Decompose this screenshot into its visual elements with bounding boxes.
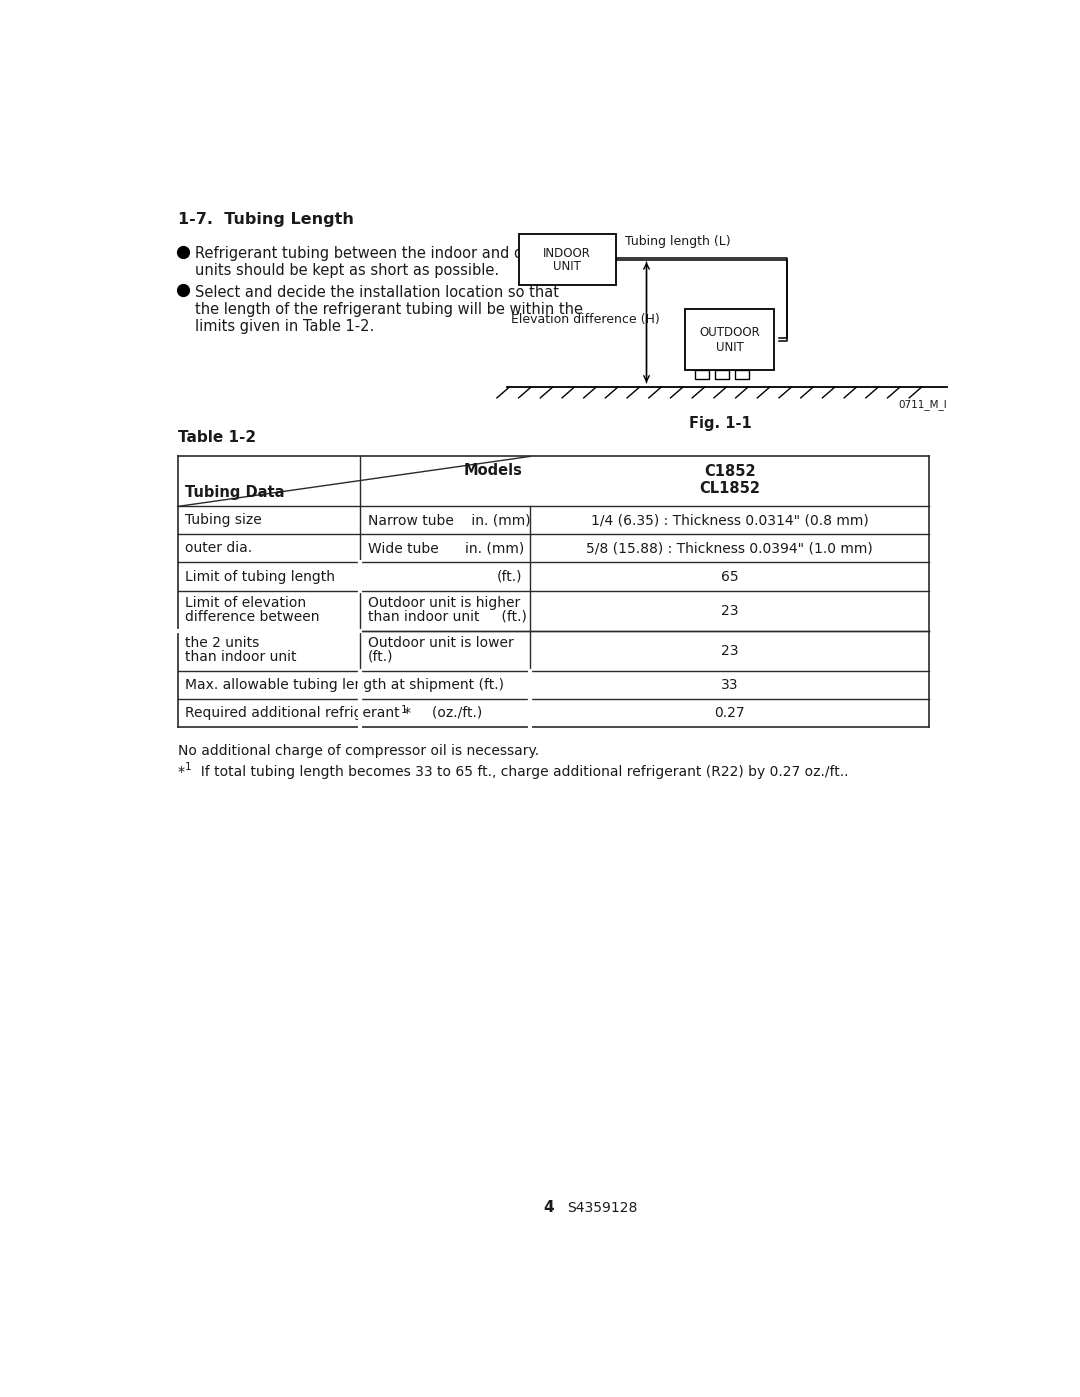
Text: than indoor unit: than indoor unit bbox=[186, 650, 297, 664]
Text: *: * bbox=[177, 766, 185, 780]
Text: Outdoor unit is higher: Outdoor unit is higher bbox=[367, 595, 519, 609]
Text: than indoor unit     (ft.): than indoor unit (ft.) bbox=[367, 609, 526, 623]
Text: S4359128: S4359128 bbox=[567, 1201, 638, 1215]
Text: 23: 23 bbox=[721, 604, 739, 617]
Text: Narrow tube    in. (mm): Narrow tube in. (mm) bbox=[367, 513, 530, 527]
Text: difference between: difference between bbox=[186, 609, 320, 623]
Text: Required additional refrigerant *: Required additional refrigerant * bbox=[186, 705, 411, 719]
Text: (ft.): (ft.) bbox=[367, 650, 393, 664]
Text: 1: 1 bbox=[401, 704, 407, 715]
Bar bbox=[734, 370, 748, 380]
Text: OUTDOOR: OUTDOOR bbox=[700, 326, 760, 339]
Text: 0711_M_I: 0711_M_I bbox=[899, 398, 947, 409]
Text: Max. allowable tubing length at shipment (ft.): Max. allowable tubing length at shipment… bbox=[186, 678, 504, 692]
Text: Wide tube      in. (mm): Wide tube in. (mm) bbox=[367, 541, 524, 555]
Text: INDOOR: INDOOR bbox=[543, 247, 591, 260]
Text: 1/4 (6.35) : Thickness 0.0314" (0.8 mm): 1/4 (6.35) : Thickness 0.0314" (0.8 mm) bbox=[591, 513, 868, 527]
Text: (ft.): (ft.) bbox=[497, 570, 523, 584]
Text: 4: 4 bbox=[543, 1200, 554, 1215]
Bar bbox=[518, 233, 616, 285]
Text: Refrigerant tubing between the indoor and outdoor: Refrigerant tubing between the indoor an… bbox=[194, 246, 571, 261]
Text: 0.27: 0.27 bbox=[715, 705, 745, 719]
Text: 65: 65 bbox=[721, 570, 739, 584]
Text: UNIT: UNIT bbox=[553, 260, 581, 274]
Text: C1852: C1852 bbox=[704, 464, 756, 479]
Text: CL1852: CL1852 bbox=[700, 481, 760, 496]
Text: Select and decide the installation location so that: Select and decide the installation locat… bbox=[194, 285, 558, 300]
Text: Fig. 1-1: Fig. 1-1 bbox=[689, 415, 752, 430]
Bar bbox=[715, 370, 729, 380]
Text: 23: 23 bbox=[721, 644, 739, 658]
Bar bbox=[685, 309, 774, 370]
Text: 1-7.  Tubing Length: 1-7. Tubing Length bbox=[177, 212, 353, 228]
Text: 33: 33 bbox=[721, 678, 739, 692]
Text: outer dia.: outer dia. bbox=[186, 541, 253, 555]
Text: Tubing size: Tubing size bbox=[186, 513, 262, 527]
Text: Tubing length (L): Tubing length (L) bbox=[625, 236, 730, 249]
Text: Limit of tubing length: Limit of tubing length bbox=[186, 570, 336, 584]
Text: 1: 1 bbox=[185, 763, 191, 773]
Text: Models: Models bbox=[463, 462, 523, 478]
Text: UNIT: UNIT bbox=[716, 341, 744, 353]
Text: Elevation difference (H): Elevation difference (H) bbox=[511, 313, 660, 326]
Text: 5/8 (15.88) : Thickness 0.0394" (1.0 mm): 5/8 (15.88) : Thickness 0.0394" (1.0 mm) bbox=[586, 541, 874, 555]
Bar bbox=[694, 370, 708, 380]
Text: (oz./ft.): (oz./ft.) bbox=[410, 705, 483, 719]
Text: Limit of elevation: Limit of elevation bbox=[186, 595, 307, 609]
Text: the 2 units: the 2 units bbox=[186, 636, 259, 650]
Text: Outdoor unit is lower: Outdoor unit is lower bbox=[367, 636, 513, 650]
Text: If total tubing length becomes 33 to 65 ft., charge additional refrigerant (R22): If total tubing length becomes 33 to 65 … bbox=[191, 766, 848, 780]
Text: limits given in Table 1-2.: limits given in Table 1-2. bbox=[194, 319, 374, 334]
Text: units should be kept as short as possible.: units should be kept as short as possibl… bbox=[194, 263, 499, 278]
Text: Table 1-2: Table 1-2 bbox=[177, 430, 256, 444]
Text: the length of the refrigerant tubing will be within the: the length of the refrigerant tubing wil… bbox=[194, 302, 583, 317]
Text: No additional charge of compressor oil is necessary.: No additional charge of compressor oil i… bbox=[177, 743, 539, 757]
Text: Tubing Data: Tubing Data bbox=[186, 485, 285, 500]
